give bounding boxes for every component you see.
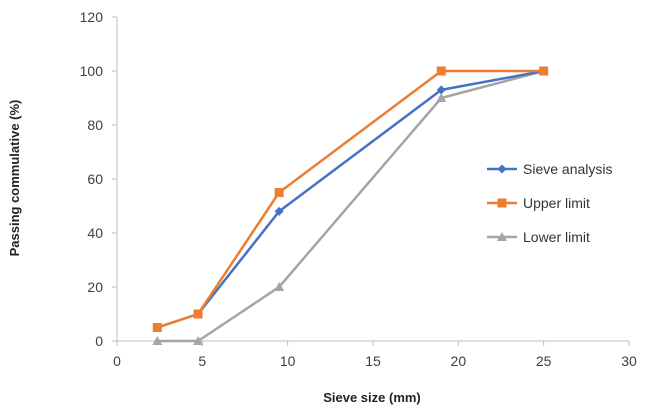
legend-marker-lower-limit <box>497 232 507 241</box>
data-point-sieve-analysis <box>436 85 446 95</box>
x-axis-title: Sieve size (mm) <box>323 390 421 405</box>
data-point-sieve-analysis <box>274 206 284 216</box>
legend: Sieve analysis Upper limit Lower limit <box>487 161 613 245</box>
plot-area <box>152 66 549 345</box>
data-point-lower-limit <box>274 282 285 291</box>
legend-item-upper-limit: Upper limit <box>487 195 590 211</box>
y-tick-label: 120 <box>80 9 104 25</box>
legend-label-sieve-analysis: Sieve analysis <box>523 161 613 177</box>
y-tick-label: 80 <box>87 117 103 133</box>
data-point-upper-limit <box>436 66 446 76</box>
data-point-lower-limit <box>193 336 204 345</box>
data-point-lower-limit <box>436 93 447 102</box>
legend-item-lower-limit: Lower limit <box>487 229 590 245</box>
legend-marker-upper-limit <box>497 198 507 208</box>
x-tick-label: 25 <box>536 353 552 369</box>
x-tick-label: 0 <box>113 353 121 369</box>
legend-label-lower-limit: Lower limit <box>523 229 590 245</box>
y-tick-label: 100 <box>80 63 104 79</box>
series-upper-limit <box>152 66 549 332</box>
series-lower-limit <box>152 66 549 345</box>
data-point-upper-limit <box>193 309 203 319</box>
series-line-lower-limit <box>157 69 545 343</box>
x-tick-label: 20 <box>451 353 467 369</box>
axes: 0 5 10 15 20 25 30 0 20 40 60 80 100 120 <box>80 9 637 369</box>
y-tick-label: 0 <box>95 333 103 349</box>
data-point-upper-limit <box>274 188 284 197</box>
x-tick-label: 5 <box>198 353 206 369</box>
y-tick-label: 20 <box>87 279 103 295</box>
y-tick-label: 60 <box>87 171 103 187</box>
legend-label-upper-limit: Upper limit <box>523 195 590 211</box>
series-line-upper-limit <box>156 69 544 329</box>
data-point-lower-limit <box>152 336 163 345</box>
x-tick-label: 15 <box>365 353 381 369</box>
data-point-upper-limit <box>539 66 549 76</box>
legend-item-sieve-analysis: Sieve analysis <box>487 161 613 177</box>
legend-marker-sieve-analysis <box>497 164 507 174</box>
x-tick-label: 30 <box>621 353 637 369</box>
y-axis-title: Passing commulative (%) <box>7 100 22 257</box>
x-tick-label: 10 <box>280 353 296 369</box>
y-tick-label: 40 <box>87 225 103 241</box>
data-point-upper-limit <box>152 323 162 332</box>
